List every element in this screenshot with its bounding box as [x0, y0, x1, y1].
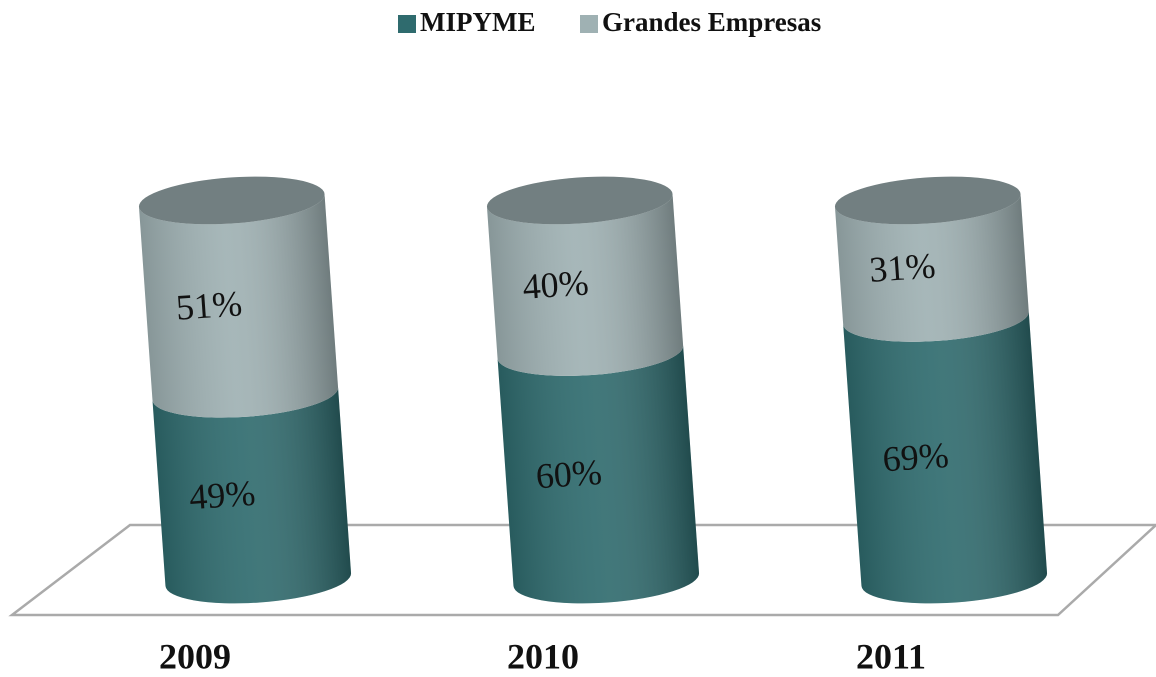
- segment-shade: [834, 193, 1029, 342]
- segment-shade: [486, 193, 684, 376]
- segment-shade: [138, 193, 339, 418]
- data-label: 40%: [521, 262, 590, 307]
- legend-label: Grandes Empresas: [602, 7, 821, 37]
- legend-swatch: [580, 15, 598, 33]
- segment-shade: [843, 311, 1048, 604]
- cylinder-top: [834, 176, 1021, 225]
- x-tick-label: 2011: [856, 636, 926, 676]
- x-tick-label: 2009: [159, 636, 231, 676]
- floor: [8, 523, 1156, 617]
- legend-swatch: [398, 15, 416, 33]
- cylinder: 60% 40%: [486, 176, 700, 604]
- data-label: 51%: [175, 283, 244, 328]
- data-label: 31%: [868, 245, 937, 290]
- cylinder-top-shade: [138, 176, 325, 225]
- data-label: 49%: [188, 473, 257, 518]
- segment-shade: [152, 387, 352, 604]
- x-tick-label: 2010: [507, 636, 579, 676]
- cylinder-top: [486, 176, 673, 225]
- cylinder-top-shade: [486, 176, 673, 225]
- legend-label: MIPYME: [420, 7, 535, 37]
- cylinder: 69% 31%: [834, 176, 1048, 604]
- cylinder-top: [138, 176, 325, 225]
- data-label: 60%: [534, 452, 603, 497]
- cylinder: 49% 51%: [138, 176, 352, 604]
- segment-shade: [497, 345, 700, 604]
- cylinder-top-shade: [834, 176, 1021, 225]
- data-label: 69%: [881, 435, 950, 480]
